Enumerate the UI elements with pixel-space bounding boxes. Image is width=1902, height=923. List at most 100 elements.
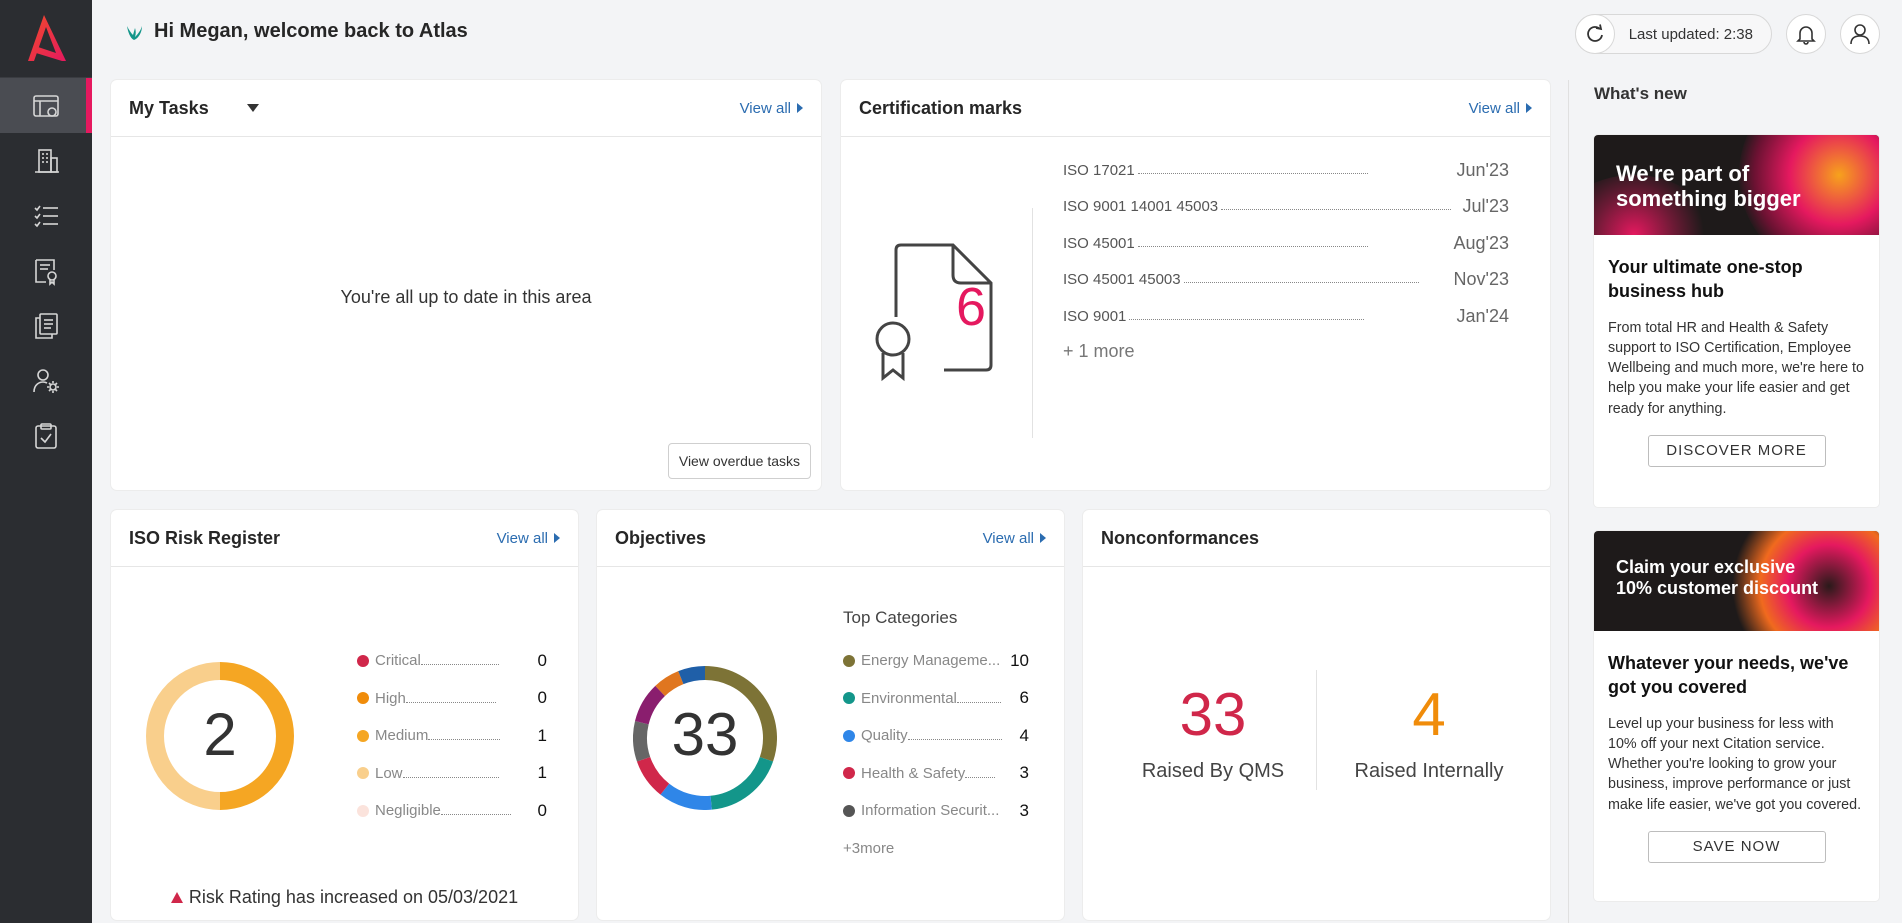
promo-banner-text: We're part of something bigger (1616, 161, 1801, 212)
objectives-view-all-link[interactable]: View all (983, 530, 1046, 547)
cert-date: Jan'24 (1456, 305, 1509, 326)
legend-value: 0 (537, 688, 547, 708)
legend-row[interactable]: Information Securit... 3 (843, 792, 1029, 830)
risk-rating-note: Risk Rating has increased on 05/03/2021 (111, 887, 578, 908)
tasks-filter-dropdown[interactable] (246, 104, 259, 112)
cert-name: ISO 9001 (1063, 307, 1127, 325)
internal-label: Raised Internally (1354, 760, 1504, 782)
documents-icon (35, 312, 58, 339)
whats-new-card: We're part of something bigger Your ulti… (1594, 135, 1879, 507)
risk-total: 2 (203, 701, 237, 768)
risk-title: ISO Risk Register (129, 527, 281, 548)
user-settings-icon (33, 368, 59, 393)
objectives-donut-chart (633, 666, 777, 810)
risk-view-all-link[interactable]: View all (497, 530, 560, 547)
objectives-legend: Energy Manageme... 10 Environmental 6 Qual… (843, 642, 1029, 830)
donut-segment-6[interactable] (655, 671, 684, 697)
objectives-more-link[interactable]: +3more (843, 840, 895, 857)
legend-value: 6 (1019, 688, 1029, 708)
cert-more-link[interactable]: + 1 more (1063, 340, 1135, 361)
legend-row[interactable]: Medium 1 (357, 717, 547, 755)
risk-header: ISO Risk Register View all (111, 510, 578, 567)
donut-segment-1[interactable] (710, 756, 774, 810)
cert-date: Nov'23 (1453, 269, 1509, 290)
legend-label: Information Securit... (861, 802, 1000, 820)
legend-value: 4 (1019, 725, 1029, 745)
promo-text: From total HR and Health & Safety suppor… (1608, 319, 1864, 417)
cert-date: Jul'23 (1462, 196, 1509, 217)
cert-row[interactable]: ISO 9001 14001 45003 Jul'23 (1063, 189, 1509, 226)
legend-dot (843, 654, 855, 667)
legend-label: Environmental (861, 689, 957, 707)
checklist-icon (34, 205, 58, 227)
legend-dot (843, 767, 855, 780)
top-header: Hi Megan, welcome back to Atlas Last upd… (92, 0, 1902, 68)
legend-row[interactable]: Health & Safety 3 (843, 755, 1029, 793)
sidebar-item-audits[interactable] (0, 408, 92, 463)
promo-banner: Claim your exclusive 10% customer discou… (1594, 531, 1879, 631)
tasks-view-all-link[interactable]: View all (740, 100, 803, 117)
legend-row[interactable]: Energy Manageme... 10 (843, 642, 1029, 680)
legend-label: Quality (861, 727, 908, 745)
qms-count[interactable]: 33 (1179, 681, 1247, 748)
internal-count[interactable]: 4 (1412, 681, 1446, 748)
sidebar-item-tasks[interactable] (0, 188, 92, 243)
certificate-doc-icon (35, 258, 57, 286)
increase-arrow-icon (170, 892, 183, 903)
promo-heading: Whatever your needs, we've got you cover… (1608, 653, 1849, 698)
donut-segment-1[interactable] (146, 662, 221, 810)
cert-name: ISO 45001 (1063, 234, 1135, 252)
sidebar-item-dashboard[interactable] (0, 78, 92, 133)
profile-button[interactable] (1840, 14, 1880, 54)
sidebar-item-documents[interactable] (0, 298, 92, 353)
legend-row[interactable]: Quality 4 (843, 717, 1029, 755)
cert-row[interactable]: ISO 9001 Jan'24 (1063, 298, 1509, 335)
my-tasks-title: My Tasks (129, 97, 209, 118)
cert-row[interactable]: ISO 45001 45003 Nov'23 (1063, 262, 1509, 299)
objectives-card: Objectives View all 33 Top Categories En… (597, 510, 1064, 920)
legend-row[interactable]: Critical 0 (357, 642, 547, 680)
donut-segment-0[interactable] (704, 666, 777, 762)
my-tasks-card: My Tasks View all You're all up to date … (111, 80, 821, 490)
legend-row[interactable]: Environmental 6 (843, 680, 1029, 718)
legend-dot (357, 729, 369, 742)
sidebar-item-sites[interactable] (0, 133, 92, 188)
legend-row[interactable]: High 0 (357, 680, 547, 718)
cert-row[interactable]: ISO 45001 Aug'23 (1063, 225, 1509, 262)
donut-segment-4[interactable] (633, 721, 651, 762)
legend-value: 1 (537, 725, 547, 745)
donut-segment-5[interactable] (635, 685, 666, 725)
atlas-logo[interactable] (0, 0, 92, 78)
donut-segment-2[interactable] (660, 783, 712, 810)
donut-segment-7[interactable] (678, 666, 706, 685)
refresh-button[interactable] (1574, 14, 1615, 54)
refresh-icon (1586, 24, 1603, 42)
promo-text: Level up your business for less with 10%… (1608, 715, 1862, 813)
certification-marks-card: Certification marks View all 6 ISO 17021… (841, 80, 1550, 490)
sidebar-item-users[interactable] (0, 353, 92, 408)
cert-divider (1032, 208, 1033, 438)
legend-label: Low (375, 764, 403, 782)
nonconf-header: Nonconformances (1083, 510, 1550, 567)
legend-row[interactable]: Low 1 (357, 755, 547, 793)
legend-dot (357, 692, 369, 705)
cert-row[interactable]: ISO 17021 Jun'23 (1063, 152, 1509, 189)
donut-segment-0[interactable] (219, 662, 294, 810)
cert-view-all-link[interactable]: View all (1469, 100, 1532, 117)
legend-label: Health & Safety (861, 764, 966, 782)
legend-row[interactable]: Negligible 0 (357, 792, 547, 830)
notifications-button[interactable] (1786, 14, 1826, 54)
user-icon (1850, 24, 1870, 45)
whats-new-divider (1568, 80, 1569, 923)
legend-value: 10 (1010, 650, 1029, 670)
donut-segment-3[interactable] (636, 756, 670, 795)
promo-banner: We're part of something bigger (1594, 135, 1879, 235)
view-overdue-tasks-button[interactable]: View overdue tasks (667, 443, 811, 479)
greeting: Hi Megan, welcome back to Atlas (124, 20, 468, 43)
wave-hand-icon (127, 25, 142, 40)
legend-label: Negligible (375, 802, 441, 820)
sidebar-item-certificates[interactable] (0, 243, 92, 298)
risk-note-text: Risk Rating has increased on 05/03/2021 (188, 887, 519, 907)
save-now-button[interactable]: SAVE NOW (1647, 831, 1826, 864)
discover-more-button[interactable]: DISCOVER MORE (1647, 435, 1826, 468)
